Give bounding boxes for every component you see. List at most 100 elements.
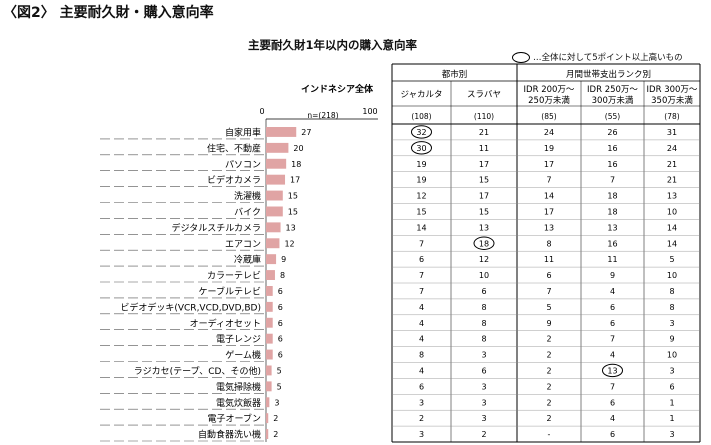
x-tick-label: 100 <box>362 107 377 116</box>
table-cell: 17 <box>479 192 489 201</box>
table-cell: 18 <box>607 192 617 201</box>
table-cell: 15 <box>479 207 489 216</box>
column-count: (85) <box>541 112 556 121</box>
bar-value-label: 3 <box>274 398 279 407</box>
bar-value-label: 2 <box>273 414 278 423</box>
table-cell: 9 <box>546 319 551 328</box>
bar <box>266 142 289 153</box>
table-cell: 24 <box>544 128 554 137</box>
category-label: パソコン <box>225 159 261 170</box>
category-label: ビデオデッキ(VCR,VCD,DVD,BD) <box>120 301 261 313</box>
legend: …全体に対して5ポイント以上高いもの <box>512 51 683 63</box>
category-label: ゲーム機 <box>225 349 261 361</box>
table-cell: 4 <box>610 287 615 296</box>
table-cell: 3 <box>481 351 486 360</box>
total-label: インドネシア全体 <box>301 83 374 95</box>
column-count: (110) <box>474 112 494 121</box>
category-label: 冷蔵庫 <box>234 254 261 266</box>
table-cell: 3 <box>481 398 486 407</box>
table-cell: 7 <box>419 287 424 296</box>
bar-value-label: 6 <box>278 303 283 312</box>
chart-title: 主要耐久財1年以内の購入意向率 <box>248 38 417 52</box>
table-cell: 2 <box>546 366 551 375</box>
table-cell: 31 <box>667 128 677 137</box>
table-cell: 24 <box>667 144 677 153</box>
highlight-circle <box>473 236 495 250</box>
group-label: 月間世帯支出ランク別 <box>566 69 651 80</box>
bar <box>266 254 277 265</box>
column-header: ジャカルタ <box>400 90 442 100</box>
category-label: 電気炊飯器 <box>216 397 261 409</box>
table-cell: 6 <box>546 271 551 280</box>
bar <box>266 413 269 424</box>
table-cell: 6 <box>610 430 615 439</box>
table-cell: 6 <box>610 398 615 407</box>
table-cell: 3 <box>481 382 486 391</box>
table-cell: 4 <box>610 414 615 423</box>
table-cell: 11 <box>607 255 617 264</box>
table-cell: 21 <box>479 128 489 137</box>
category-label: バイク <box>234 207 261 218</box>
table-cell: 6 <box>419 382 424 391</box>
bar <box>266 333 273 344</box>
table-cell: 6 <box>419 255 424 264</box>
table-cell: 1 <box>669 398 674 407</box>
table-cell: 3 <box>669 430 674 439</box>
bar <box>266 381 272 392</box>
table-cell: 13 <box>607 366 617 375</box>
bar <box>266 365 272 376</box>
table-cell: 2 <box>481 430 486 439</box>
table-cell: 7 <box>546 176 551 185</box>
bar <box>266 349 273 360</box>
bar-value-label: 5 <box>277 366 282 375</box>
table-cell: 10 <box>667 271 677 280</box>
table-cell: 8 <box>546 239 551 248</box>
table-cell: 17 <box>544 160 554 169</box>
bar-value-label: 15 <box>288 192 298 201</box>
bar <box>266 301 273 312</box>
category-label: 電子レンジ <box>216 334 261 345</box>
bar <box>266 206 283 217</box>
table-cell: 15 <box>479 176 489 185</box>
table-cell: 8 <box>481 319 486 328</box>
table-cell: 7 <box>610 382 615 391</box>
bar-value-label: 13 <box>286 223 296 232</box>
bar-value-label: 5 <box>277 382 282 391</box>
table-cell: 8 <box>419 351 424 360</box>
bar <box>266 317 273 328</box>
table-cell: 6 <box>481 366 486 375</box>
bar <box>266 127 297 137</box>
bar-value-label: 6 <box>278 287 283 296</box>
table-cell: 13 <box>667 192 677 201</box>
table-cell: 17 <box>544 207 554 216</box>
bar-value-label: 27 <box>301 128 311 137</box>
bar <box>266 238 280 249</box>
bar-value-label: 12 <box>284 239 294 248</box>
category-label: ビデオカメラ <box>207 174 261 186</box>
column-header: スラバヤ <box>467 90 501 100</box>
figure-title: 〈図2〉 主要耐久財・購入意向率 <box>3 5 214 21</box>
table-cell: 4 <box>419 366 424 375</box>
table-cell: 7 <box>610 335 615 344</box>
highlight-circle <box>411 141 432 155</box>
table-cell: 16 <box>607 160 617 169</box>
group-label: 都市別 <box>442 69 468 80</box>
table-cell: 10 <box>479 271 489 280</box>
table-cell: 12 <box>479 255 489 264</box>
highlight-circle <box>602 363 623 378</box>
table-cell: 6 <box>669 382 674 391</box>
column-header: 350万未満 <box>651 95 693 106</box>
column-count: (78) <box>664 112 679 121</box>
table-cell: 2 <box>546 382 551 391</box>
table-cell: 16 <box>607 144 617 153</box>
table-cell: 13 <box>479 223 489 232</box>
table-cell: 3 <box>669 366 674 375</box>
table-cell: 8 <box>481 335 486 344</box>
category-label: 洗濯機 <box>234 190 261 202</box>
table-cell: 2 <box>546 398 551 407</box>
bar-value-label: 6 <box>278 319 283 328</box>
column-header: 300万未満 <box>592 95 634 106</box>
table-cell: 7 <box>419 271 424 280</box>
table-cell: 9 <box>610 271 615 280</box>
